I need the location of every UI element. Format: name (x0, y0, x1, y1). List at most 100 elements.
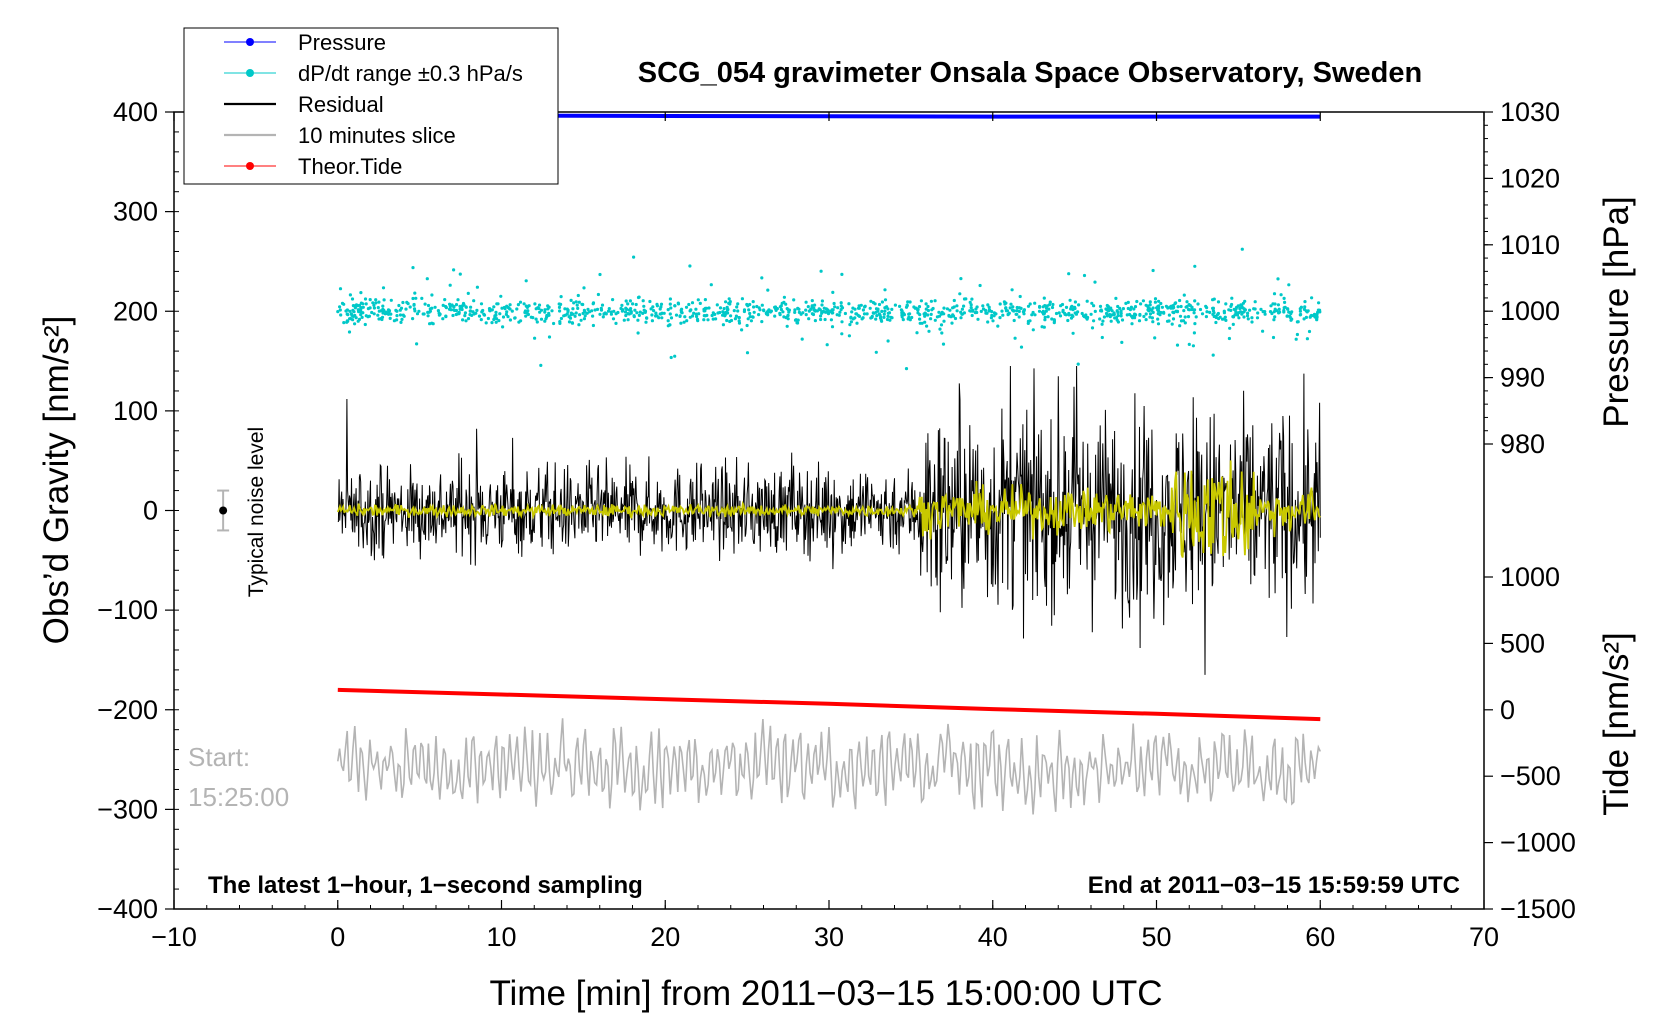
dpdt-point (547, 311, 551, 315)
dpdt-point (882, 315, 886, 319)
axes-layer: −10 0 10 20 30 40 50 60 70−400−300−200−100010020… (97, 97, 1576, 952)
dpdt-point (941, 342, 946, 346)
dpdt-point (1061, 308, 1065, 312)
dpdt-point (804, 313, 808, 317)
dpdt-point (401, 300, 405, 305)
dpdt-point (782, 295, 787, 299)
dpdt-point (353, 322, 357, 326)
dpdt-point (348, 309, 352, 313)
dpdt-point (571, 312, 575, 316)
x-tick-label: 20 (650, 922, 680, 952)
dpdt-point (626, 312, 630, 316)
dpdt-point (713, 312, 717, 316)
dpdt-point (412, 303, 416, 307)
dpdt-point (1294, 337, 1298, 341)
dpdt-point (1124, 301, 1128, 305)
dpdt-point (381, 286, 386, 290)
dpdt-point (529, 315, 533, 319)
dpdt-point (503, 307, 507, 311)
dpdt-point (1271, 302, 1275, 306)
dpdt-point (415, 342, 419, 346)
dpdt-point (926, 313, 930, 317)
dpdt-point (986, 303, 990, 307)
dpdt-point (949, 315, 953, 319)
dpdt-point (935, 315, 940, 319)
dpdt-point (381, 304, 385, 308)
dpdt-point (1041, 309, 1045, 313)
dpdt-point (582, 317, 587, 321)
dpdt-point (848, 323, 852, 327)
dpdt-point (819, 269, 823, 273)
dpdt-point (877, 302, 882, 307)
dpdt-point (338, 308, 342, 312)
dpdt-point (1186, 307, 1191, 312)
dpdt-point (863, 304, 867, 308)
dpdt-point (1220, 317, 1225, 321)
dpdt-point (1253, 307, 1257, 311)
dpdt-point (1295, 332, 1299, 337)
dpdt-point (1315, 318, 1319, 322)
dpdt-point (691, 314, 695, 318)
dpdt-point (452, 308, 457, 312)
dpdt-point (1042, 296, 1046, 300)
dpdt-point (516, 303, 521, 307)
dpdt-point (345, 308, 349, 312)
dpdt-point (964, 297, 968, 301)
dpdt-point (1040, 325, 1044, 329)
dpdt-point (1153, 336, 1157, 340)
dpdt-point (577, 300, 581, 304)
dpdt-point (887, 311, 892, 315)
dpdt-point (1028, 302, 1032, 306)
tide-tick-label: 1000 (1500, 562, 1560, 592)
dpdt-point (1144, 312, 1148, 316)
dpdt-point (729, 318, 734, 323)
dpdt-point (547, 335, 552, 339)
dpdt-point (688, 264, 692, 268)
dpdt-point (673, 304, 677, 308)
dpdt-point (1125, 313, 1129, 317)
dpdt-point (498, 312, 502, 316)
dpdt-point (1216, 300, 1221, 304)
dpdt-point (1050, 317, 1054, 321)
dpdt-point (1227, 336, 1231, 341)
dpdt-point (469, 305, 473, 309)
dpdt-point (1012, 318, 1016, 323)
dpdt-point (880, 300, 885, 304)
dpdt-point (1144, 318, 1148, 322)
dpdt-point (398, 308, 402, 312)
dpdt-point (1302, 317, 1306, 321)
dpdt-point (1299, 312, 1303, 317)
dpdt-point (951, 314, 956, 318)
dpdt-point (581, 302, 585, 307)
dpdt-point (1282, 306, 1286, 310)
dpdt-point (1303, 300, 1307, 304)
dpdt-point (669, 306, 673, 310)
dpdt-point (414, 296, 418, 300)
dpdt-point (968, 309, 972, 313)
dpdt-point (428, 307, 432, 311)
dpdt-point (692, 311, 696, 315)
dpdt-point (1156, 312, 1160, 316)
dpdt-point (339, 313, 343, 317)
dpdt-point (461, 318, 465, 322)
dpdt-point (1093, 309, 1097, 313)
dpdt-point (637, 295, 641, 299)
dpdt-point (1129, 305, 1133, 309)
dpdt-point (986, 320, 990, 324)
dpdt-point (550, 309, 554, 313)
dpdt-point (598, 272, 602, 277)
tide-tick-label: 500 (1500, 628, 1545, 658)
dpdt-point (1071, 308, 1075, 312)
dpdt-point (400, 317, 404, 321)
dpdt-point (826, 312, 831, 316)
dpdt-point (368, 298, 372, 302)
dpdt-point (1160, 305, 1164, 309)
dpdt-point (907, 312, 911, 316)
dpdt-point (926, 304, 930, 309)
dpdt-point (1017, 315, 1021, 319)
dpdt-point (458, 307, 462, 311)
dpdt-point (477, 314, 482, 318)
dpdt-point (1192, 308, 1196, 312)
dpdt-point (745, 323, 749, 328)
dpdt-point (582, 286, 586, 290)
